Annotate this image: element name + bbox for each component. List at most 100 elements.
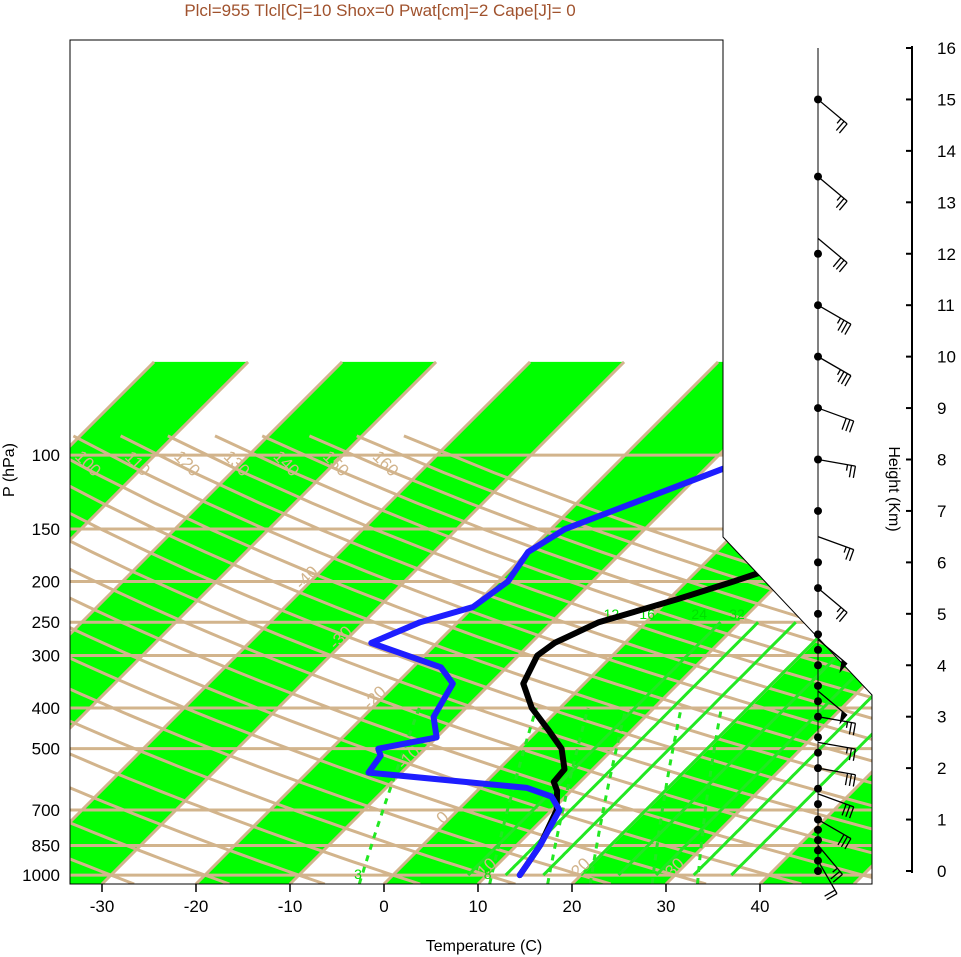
y-tick-label: 300 [32, 646, 60, 665]
dewpoint-line [365, 459, 743, 879]
wind-barb-half [845, 721, 849, 728]
isotherm-band [70, 361, 249, 884]
wind-barb-full [840, 321, 849, 333]
y-axis: 100 150 200 250 300 400 500 700 850 1000 [22, 446, 60, 885]
y-tick-label: 100 [32, 446, 60, 465]
wind-barb-half [836, 606, 842, 613]
wind-barb-full [845, 419, 851, 432]
wind-barb-half [836, 317, 842, 324]
wind-barb-full [838, 200, 848, 211]
wind-level-dot [814, 733, 822, 742]
height-tick-label: 6 [937, 553, 946, 572]
isotherm-line [70, 360, 250, 884]
wind-barb-staff [817, 844, 843, 875]
wind-barb-staff [817, 98, 848, 125]
y-tick-label: 200 [32, 573, 60, 592]
wind-barb-half [832, 867, 838, 873]
moist-adiabat-line [542, 621, 797, 877]
wind-barb-full [835, 609, 845, 620]
wind-barb-full [838, 612, 848, 623]
wind-barb-full [826, 893, 838, 901]
height-tick-label: 9 [937, 399, 946, 418]
chart-title: Plcl=955 Tlcl[C]=10 Shox=0 Pwat[cm]=2 Ca… [184, 1, 575, 20]
height-axis-label: Height (Km) [885, 446, 902, 531]
wind-barb-half [836, 369, 842, 376]
moist-adiabat-line [692, 621, 872, 877]
height-tick-label: 13 [937, 193, 956, 212]
dry-adiabat-line [70, 434, 802, 884]
isotherm-band [572, 361, 872, 884]
wind-barb-full [835, 259, 845, 270]
height-tick-label: 1 [937, 811, 946, 830]
dry-adiabat-line [214, 434, 872, 884]
y-tick-label: 1000 [22, 866, 60, 885]
mixing-ratio-line [696, 707, 723, 884]
moist-adiabat-line [617, 621, 872, 877]
isotherm-line [194, 360, 720, 884]
y-tick-label: 700 [32, 801, 60, 820]
wind-barb-full [845, 805, 851, 817]
mixing-ratio-line [546, 707, 590, 884]
wind-barb-staff [817, 458, 856, 467]
wind-level-dot [814, 506, 822, 515]
x-tick-label: -30 [90, 897, 115, 916]
mixing-ratio-label: 8 [484, 866, 492, 882]
x-tick-label: -10 [278, 897, 303, 916]
wind-barb-full [837, 834, 845, 846]
wind-barb-pennant [839, 710, 848, 725]
y-tick-label: 400 [32, 699, 60, 718]
wind-barb-staff [817, 767, 856, 776]
height-tick-label: 4 [937, 656, 946, 675]
x-tick-label: 20 [563, 897, 582, 916]
wind-barb-staff [817, 716, 856, 724]
mixing-ratio-line [650, 707, 683, 884]
wind-barb-staff [817, 356, 852, 377]
dry-adiabat-line [70, 434, 872, 884]
wind-barb-full [838, 262, 848, 273]
moist-adiabat-line [504, 621, 760, 877]
wind-barb-full [837, 371, 845, 383]
wind-level-dot [814, 867, 822, 875]
dry-adiabat-line [70, 434, 421, 884]
mixing-ratio-label: 32 [729, 606, 745, 622]
height-tick-label: 2 [937, 759, 946, 778]
height-tick-label: 3 [937, 708, 946, 727]
wind-barb-staff [817, 237, 848, 264]
wind-barb-staff [817, 587, 848, 614]
dry-adiabat-line [70, 434, 612, 884]
wind-barb-full [848, 549, 855, 562]
wind-barb-full [844, 375, 852, 387]
mixing-ratio-label: 24 [691, 606, 707, 622]
wind-barb-half [845, 747, 849, 754]
dry-adiabat-line [70, 434, 872, 884]
wind-barb-staff [817, 536, 854, 551]
wind-barb-full [848, 722, 853, 735]
wind-barb-full [830, 870, 841, 880]
isotherm-line [758, 360, 872, 884]
x-tick-label: 40 [751, 897, 770, 916]
wind-barb-full [844, 838, 852, 850]
dry-adiabat-line [70, 434, 516, 884]
height-tick-label: 8 [937, 451, 946, 470]
wind-barb-full [848, 773, 853, 786]
height-tick-label: 11 [937, 296, 955, 315]
wind-barb-full [852, 748, 857, 761]
dry-adiabat-line [70, 434, 872, 884]
wind-level-dot [814, 249, 822, 258]
x-axis-label: Temperature (C) [426, 938, 542, 955]
y-axis-label: P (hPa) [1, 443, 18, 497]
y-tick-label: 150 [32, 520, 60, 539]
wind-barb-full [832, 257, 842, 268]
height-tick-label: 14 [937, 142, 956, 161]
wind-level-dot [814, 661, 822, 670]
mixing-ratio-line [588, 707, 628, 884]
wind-barb-full [841, 418, 847, 430]
wind-level-dot [814, 836, 822, 845]
wind-barb-full [848, 465, 853, 478]
wind-barb-pennant [839, 659, 848, 674]
wind-barb-staff [817, 304, 852, 325]
wind-barb-full [841, 803, 847, 816]
dry-adiabat-line [70, 434, 872, 884]
